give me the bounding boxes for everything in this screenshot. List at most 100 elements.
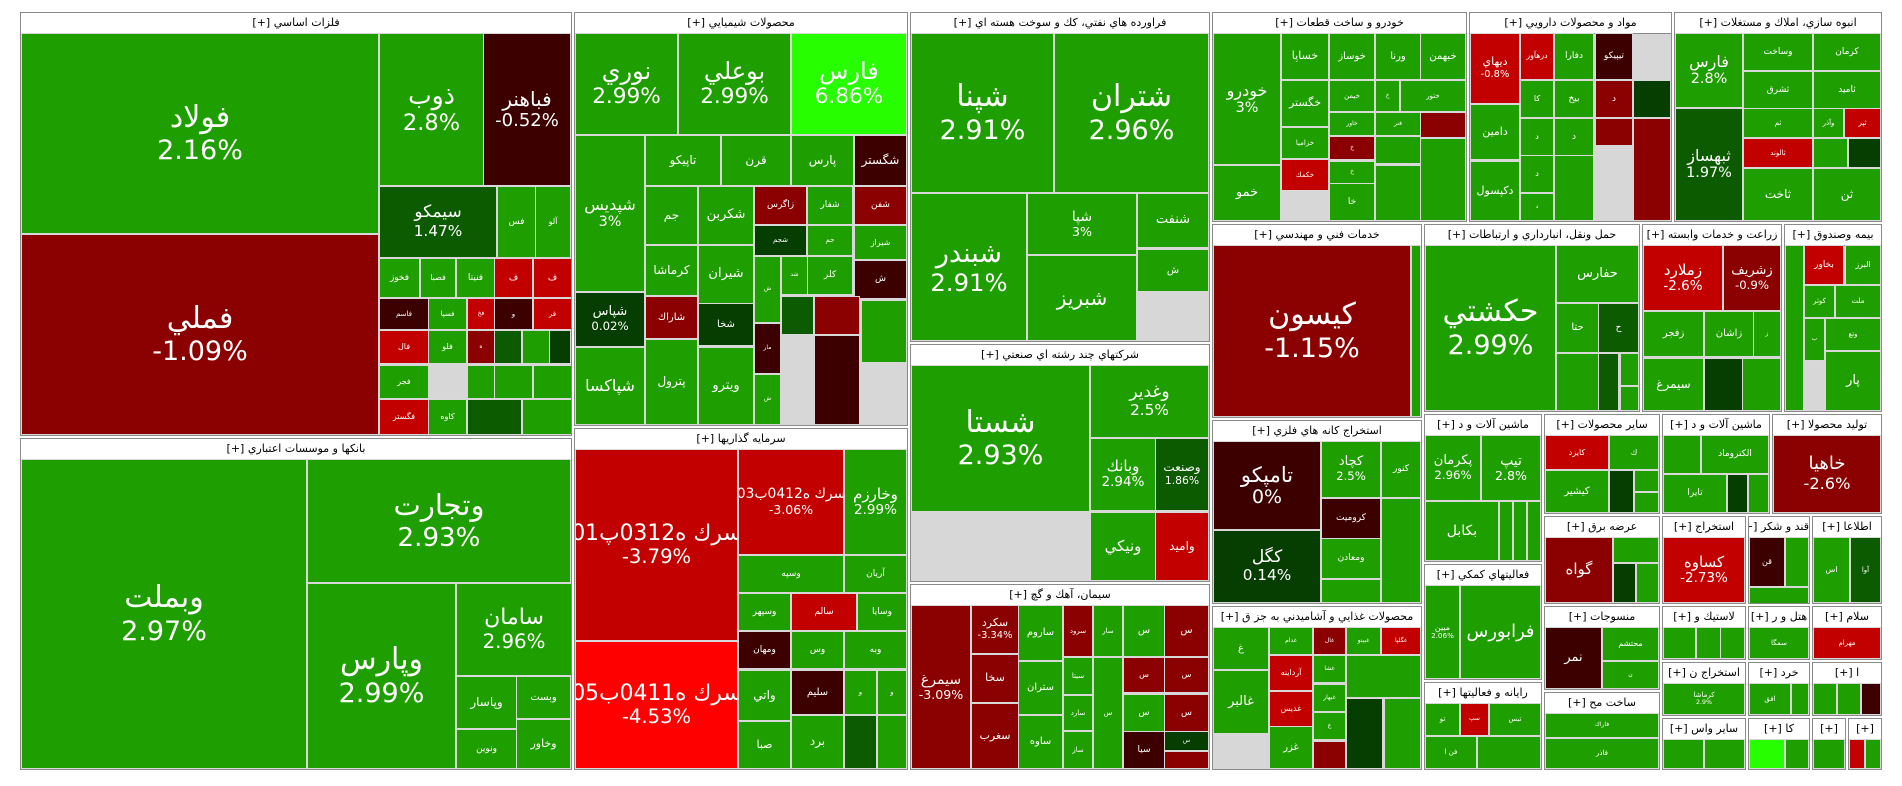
stock-tile[interactable]: كرمان [1813,33,1881,71]
stock-tile[interactable]: وخارزم 2.99% [844,449,907,555]
stock-tile[interactable]: غدام [1269,627,1313,655]
stock-tile[interactable] [1613,563,1636,603]
stock-tile[interactable] [861,300,907,363]
stock-tile[interactable]: سخا [971,654,1019,703]
sector-title-agriculture[interactable]: زراعت و خدمات وابسته [+] [1643,225,1781,246]
stock-tile[interactable]: سغرب [971,703,1019,769]
stock-tile[interactable]: آوا [1850,537,1881,603]
stock-tile[interactable]: وس [791,631,844,669]
stock-tile[interactable]: سيمكو 1.47% [379,186,497,258]
sector-title-computer[interactable]: رايانه و فعاليتها [+] [1425,683,1541,704]
stock-tile[interactable]: د [1554,118,1594,156]
sector-title-islam[interactable]: سلام [+] [1813,607,1881,628]
stock-tile[interactable] [1749,587,1809,603]
stock-tile[interactable] [1791,683,1809,715]
stock-tile[interactable]: حكشتي 2.99% [1425,245,1556,411]
stock-tile[interactable]: غشا [1313,655,1346,683]
stock-tile[interactable]: ثپر [1844,108,1881,138]
stock-tile[interactable]: خزاميا [1281,127,1329,159]
stock-tile[interactable]: شيران [698,245,754,304]
stock-tile[interactable]: شبريز [1027,255,1137,341]
stock-tile[interactable]: د [1520,155,1554,193]
stock-tile[interactable]: شكربن [698,186,754,245]
stock-tile[interactable]: فملي -1.09% [21,234,379,435]
sector-title-tires[interactable]: لاستيك و [+] [1663,607,1745,628]
stock-tile[interactable] [1748,474,1769,513]
stock-tile[interactable]: محتشم [1602,627,1659,661]
sector-title-metal-mining[interactable]: استخراج كانه هاي فلزي [+] [1213,421,1421,442]
stock-tile[interactable]: ساوه [1018,715,1063,769]
sector-title-textiles[interactable]: منسوجات [+] [1545,607,1659,628]
stock-tile[interactable]: فرابورس [1460,585,1541,679]
sector-title-machinery[interactable]: ماشين آلات و د [+] [1425,415,1541,436]
stock-tile[interactable] [1785,739,1809,769]
stock-tile[interactable]: فجر [379,365,429,399]
stock-tile[interactable]: سرك ه0411ب05-4.53% [575,641,738,769]
sector-title-info[interactable]: اطلاعا [+] [1813,517,1881,538]
stock-tile[interactable]: د [1520,118,1554,156]
stock-tile[interactable]: غديس [1269,691,1313,727]
stock-tile[interactable]: فباهنر -0.52% [483,33,571,186]
stock-tile[interactable]: سار [1093,605,1123,657]
stock-tile[interactable]: وبه [844,631,907,669]
stock-tile[interactable]: ونوين [456,729,517,769]
stock-tile[interactable]: وسايا [857,593,907,631]
stock-tile[interactable] [1634,470,1659,492]
stock-tile[interactable]: خاور [1329,112,1375,136]
stock-tile[interactable]: سپ [1460,703,1489,736]
stock-tile[interactable]: ملت [1835,285,1881,318]
stock-tile[interactable]: كوثر [1804,285,1835,318]
stock-tile[interactable]: سرك ه0312پ01-3.79% [575,449,738,641]
stock-tile[interactable]: غ [1313,712,1346,740]
stock-tile[interactable]: ذوب 2.8% [379,33,484,186]
stock-tile[interactable] [1513,501,1527,561]
stock-tile[interactable]: سيا [1123,731,1165,769]
stock-tile[interactable]: واتي [738,670,791,721]
stock-tile[interactable] [1477,736,1541,769]
stock-tile[interactable]: و [494,298,533,330]
stock-tile[interactable]: برد [791,715,844,769]
stock-tile[interactable]: فخ [467,298,495,330]
stock-tile[interactable]: شاراك [645,296,698,339]
stock-tile[interactable]: ساز [1063,731,1093,769]
stock-tile[interactable]: فن ا [1425,736,1477,769]
stock-tile[interactable]: و [844,670,877,715]
stock-tile[interactable] [1375,165,1421,221]
stock-tile[interactable] [1527,501,1541,561]
stock-tile[interactable]: پترول [645,339,698,425]
stock-tile[interactable]: ميين 2.06% [1425,585,1460,679]
sector-title-transport[interactable]: حمل ونقل، انبارداري و ارتباطات [+] [1425,225,1639,246]
stock-tile[interactable]: ويترو [698,347,754,425]
stock-tile[interactable] [494,330,522,364]
stock-tile[interactable] [1785,537,1809,587]
sector-title-other-products[interactable]: ساير محصولات [+] [1545,415,1659,436]
stock-tile[interactable]: وسپهر [738,593,791,631]
stock-tile[interactable] [814,335,860,425]
stock-tile[interactable]: س [1164,657,1209,693]
stock-tile[interactable]: ش [854,260,907,299]
stock-tile[interactable] [1636,563,1659,603]
stock-tile[interactable]: الكتروماد [1701,435,1769,474]
stock-tile[interactable]: غ [1213,627,1269,670]
stock-tile[interactable]: دفارا [1554,33,1594,80]
stock-tile[interactable] [1620,353,1639,386]
sector-title-engineering[interactable]: خدمات فني و مهندسي [+] [1213,225,1421,246]
stock-tile[interactable]: شپديس 3% [575,135,645,292]
stock-tile[interactable]: سرك ه0412ب03 -3.06% [738,449,844,555]
stock-tile[interactable]: س [1164,605,1209,657]
stock-tile[interactable]: ن [1602,661,1659,689]
stock-tile[interactable] [522,399,571,435]
stock-tile[interactable]: س [1164,694,1209,732]
stock-tile[interactable]: ثشرق [1743,71,1813,109]
stock-tile[interactable] [1321,579,1381,603]
stock-tile[interactable]: سكرد -3.34% [971,605,1019,654]
stock-tile[interactable]: فولاد 2.16% [21,33,379,234]
stock-tile[interactable]: ثن [1813,168,1881,221]
stock-tile[interactable]: شفن [854,186,907,225]
stock-tile[interactable]: ثم [1743,108,1813,138]
stock-tile[interactable]: غگلپا [1381,627,1421,655]
stock-tile[interactable]: خساپا [1281,33,1329,80]
stock-tile[interactable] [533,365,571,399]
sector-title-production[interactable]: توليد محصولا [+] [1773,415,1881,436]
stock-tile[interactable]: البرز [1845,245,1881,285]
